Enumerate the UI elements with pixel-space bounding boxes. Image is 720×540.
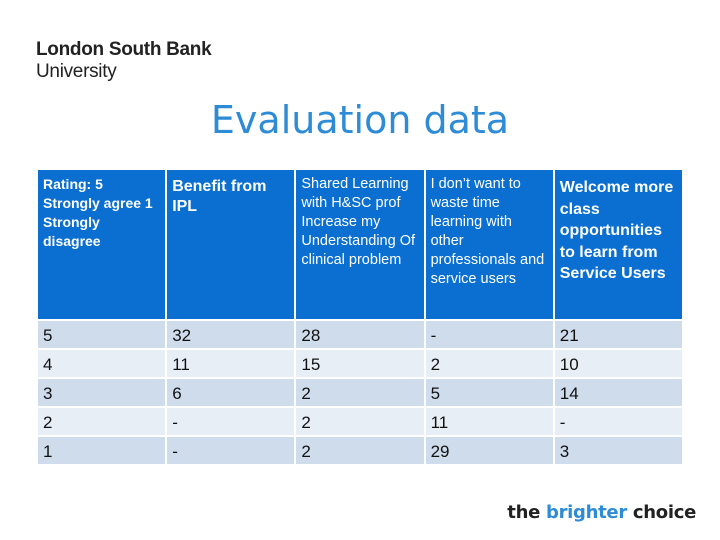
tagline: the brighter choice — [507, 502, 696, 523]
table-cell: 1 — [38, 437, 166, 464]
table-cell: 15 — [296, 350, 424, 377]
table-row: 5 32 28 - 21 — [38, 321, 682, 348]
header-rating: Rating: 5 Strongly agree 1 Strongly disa… — [38, 170, 166, 319]
table-row: 2 - 2 11 - — [38, 408, 682, 435]
table-cell: - — [425, 321, 553, 348]
table-cell: - — [167, 437, 295, 464]
table-row: 1 - 2 29 3 — [38, 437, 682, 464]
table-row: 4 11 15 2 10 — [38, 350, 682, 377]
table-cell: 28 — [296, 321, 424, 348]
table-cell: 6 — [167, 379, 295, 406]
table-cell: 2 — [38, 408, 166, 435]
table-cell: 32 — [167, 321, 295, 348]
table-cell: 21 — [554, 321, 682, 348]
header-dont-want: I don’t want to waste time learning with… — [425, 170, 553, 319]
table-cell: 11 — [167, 350, 295, 377]
table-cell: 2 — [296, 379, 424, 406]
table-cell: 2 — [296, 437, 424, 464]
table-cell: 5 — [38, 321, 166, 348]
table-header-row: Rating: 5 Strongly agree 1 Strongly disa… — [38, 170, 682, 319]
table-row: 3 6 2 5 14 — [38, 379, 682, 406]
table-cell: 5 — [425, 379, 553, 406]
table-cell: 11 — [425, 408, 553, 435]
header-shared-learning: Shared Learning with H&SC prof Increase … — [296, 170, 424, 319]
logo-line-1: London South Bank — [36, 39, 212, 60]
table-cell: 3 — [554, 437, 682, 464]
header-benefit-ipl: Benefit from IPL — [167, 170, 295, 319]
table-cell: 4 — [38, 350, 166, 377]
tagline-highlight: brighter — [546, 502, 627, 523]
table-cell: 3 — [38, 379, 166, 406]
logo-line-2: University — [36, 61, 117, 82]
header-welcome-more: Welcome more class opportunities to lear… — [554, 170, 682, 319]
table-cell: - — [554, 408, 682, 435]
table-cell: 14 — [554, 379, 682, 406]
table-cell: 2 — [425, 350, 553, 377]
slide-title: Evaluation data — [210, 98, 510, 142]
table-cell: - — [167, 408, 295, 435]
table-cell: 10 — [554, 350, 682, 377]
table-cell: 29 — [425, 437, 553, 464]
evaluation-table: Rating: 5 Strongly agree 1 Strongly disa… — [36, 168, 684, 466]
table-cell: 2 — [296, 408, 424, 435]
university-logo: London South Bank University — [36, 39, 212, 82]
